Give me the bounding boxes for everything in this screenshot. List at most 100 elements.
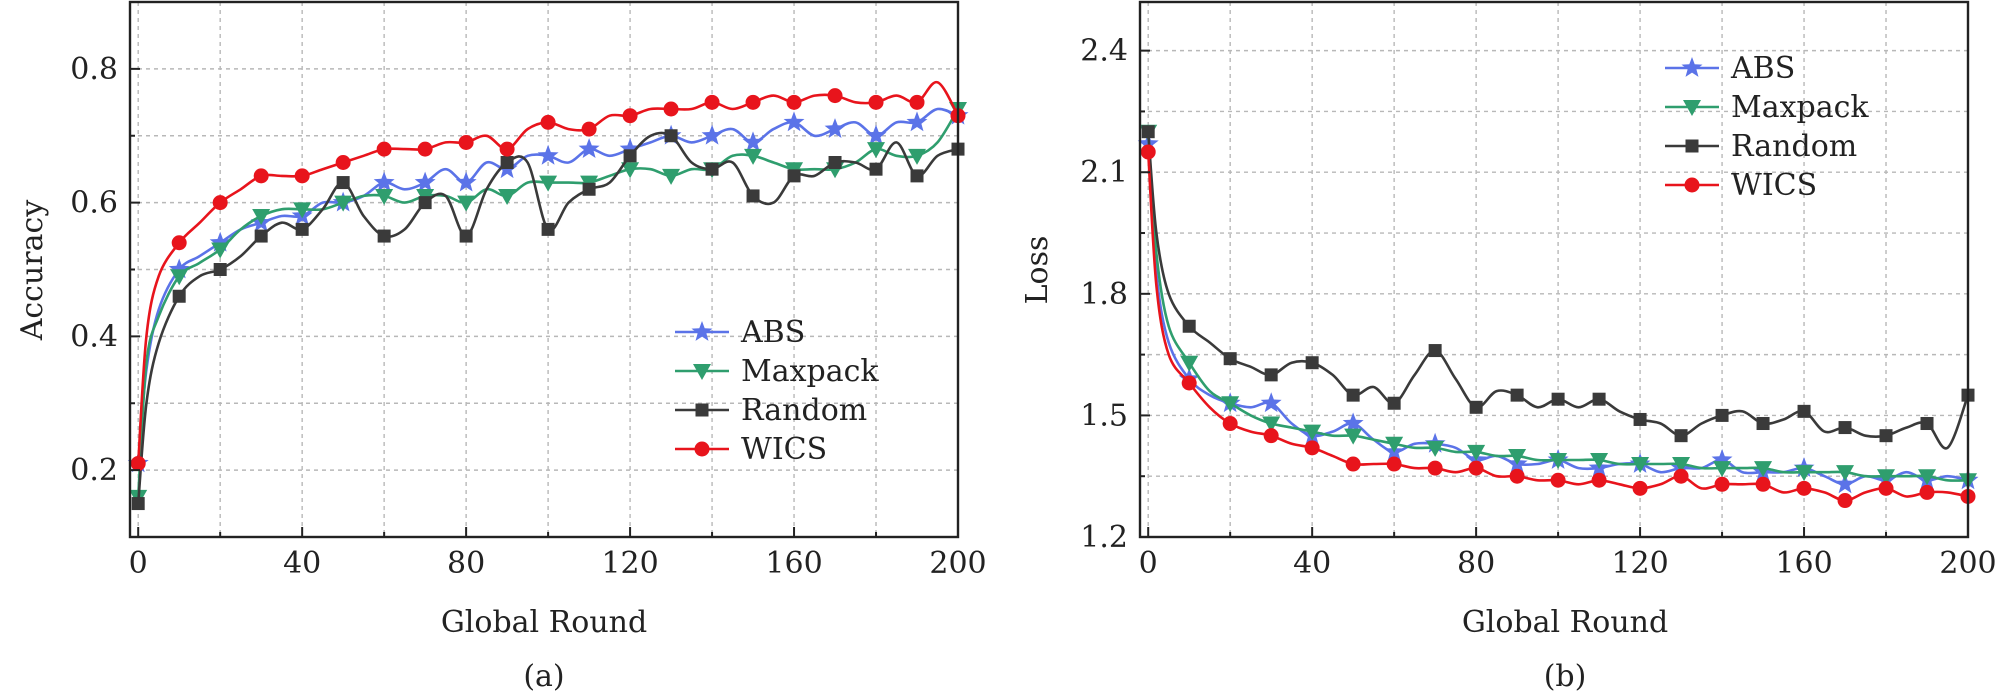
loss-random-point xyxy=(1551,392,1565,406)
loss-maxpack-point xyxy=(1344,428,1363,445)
accuracy-abs-point xyxy=(865,124,887,145)
accuracy-abs-point xyxy=(373,171,395,192)
accuracy-random-point xyxy=(664,129,678,143)
accuracy-random-point xyxy=(828,156,842,169)
legend-marker-maxpack xyxy=(1683,100,1701,116)
legend-item-maxpack: Maxpack xyxy=(675,354,879,389)
loss-wics-point xyxy=(1878,480,1894,496)
accuracy-wics-point xyxy=(376,141,392,157)
x-tick-label: 160 xyxy=(765,546,822,581)
accuracy-random-point xyxy=(541,222,555,236)
accuracy-abs-point xyxy=(209,231,231,252)
accuracy-maxpack-point xyxy=(334,195,353,212)
accuracy-abs-point xyxy=(168,258,190,279)
accuracy-series-random xyxy=(131,129,965,511)
loss-wics-point xyxy=(1386,456,1402,472)
y-tick-label: 0.4 xyxy=(70,319,118,354)
accuracy-wics-point xyxy=(130,455,146,471)
loss-wics-point xyxy=(1509,468,1525,484)
accuracy-wics-line xyxy=(136,80,958,464)
loss-random-point xyxy=(1346,388,1360,402)
legend-label-random: Random xyxy=(741,393,867,428)
x-tick-label: 120 xyxy=(1611,546,1668,581)
loss-wics-point xyxy=(1427,460,1443,476)
y-tick-label: 2.4 xyxy=(1080,34,1128,69)
accuracy-legend: ABS Maxpack Random WICS xyxy=(675,315,879,467)
accuracy-abs-point xyxy=(824,118,846,138)
loss-random-point xyxy=(1387,396,1401,410)
loss-random-point xyxy=(1592,392,1606,406)
loss-series-random xyxy=(1141,125,1975,450)
loss-maxpack-point xyxy=(1795,465,1814,482)
accuracy-wics-point xyxy=(499,141,515,157)
accuracy-abs-point xyxy=(537,144,559,165)
loss-wics-point xyxy=(1550,472,1566,488)
accuracy-abs-point xyxy=(701,124,723,145)
loss-wics-point xyxy=(1591,472,1607,488)
loss-random-point xyxy=(1264,368,1278,382)
accuracy-random-point xyxy=(213,263,227,276)
accuracy-gridlines xyxy=(130,2,958,537)
accuracy-maxpack-point xyxy=(375,188,394,205)
loss-maxpack-point xyxy=(1549,452,1568,469)
accuracy-abs-point xyxy=(414,171,436,192)
accuracy-random-point xyxy=(623,149,637,163)
legend-item-wics: WICS xyxy=(1665,168,1817,203)
loss-random-point xyxy=(1223,352,1237,366)
loss-y-axis-title: Loss xyxy=(1020,236,1055,305)
loss-plot-frame xyxy=(1138,0,1970,539)
legend-label-wics: WICS xyxy=(741,432,827,467)
accuracy-random-point xyxy=(787,169,801,183)
loss-random-point xyxy=(1920,417,1934,431)
accuracy-panel-caption: (a) xyxy=(523,659,564,693)
accuracy-maxpack-point xyxy=(621,162,640,179)
loss-wics-point xyxy=(1140,144,1156,160)
accuracy-maxpack-point xyxy=(211,242,230,259)
accuracy-wics-point xyxy=(253,168,269,184)
loss-random-point xyxy=(1838,421,1852,435)
loss-wics-point xyxy=(1755,476,1771,492)
y-tick-label: 1.2 xyxy=(1080,520,1128,555)
accuracy-maxpack-point xyxy=(170,269,189,286)
accuracy-wics-point xyxy=(827,88,843,104)
accuracy-random-point xyxy=(746,189,760,203)
legend-label-abs: ABS xyxy=(1730,51,1795,86)
accuracy-random-point xyxy=(336,176,350,190)
y-tick-label: 0.2 xyxy=(70,453,118,488)
loss-random-point xyxy=(1756,417,1770,431)
accuracy-wics-point xyxy=(294,168,310,184)
loss-wics-point xyxy=(1345,456,1361,472)
accuracy-abs-point xyxy=(455,171,477,192)
loss-wics-line xyxy=(1146,151,1968,502)
x-tick-label: 120 xyxy=(601,546,658,581)
legend-label-abs: ABS xyxy=(740,315,805,350)
accuracy-axis-ticks: 0 40 80 120 160 200 0.2 0.4 0.6 0.8 xyxy=(70,1,987,581)
x-tick-label: 40 xyxy=(283,546,321,581)
accuracy-maxpack-point xyxy=(457,195,476,212)
loss-random-point xyxy=(1469,400,1483,414)
loss-wics-point xyxy=(1632,480,1648,496)
accuracy-abs-line xyxy=(136,107,958,464)
loss-x-axis-title: Global Round xyxy=(1462,605,1668,640)
accuracy-random-point xyxy=(295,222,309,236)
accuracy-maxpack-point xyxy=(662,168,681,185)
x-tick-label: 0 xyxy=(1139,546,1158,581)
accuracy-series xyxy=(127,80,969,511)
loss-maxpack-point xyxy=(1385,436,1404,453)
loss-maxpack-line xyxy=(1146,131,1968,482)
x-tick-label: 80 xyxy=(1457,546,1495,581)
legend-marker-abs xyxy=(1681,57,1703,77)
legend-item-abs: ABS xyxy=(1665,51,1795,86)
loss-maxpack-point xyxy=(1631,457,1650,474)
legend-marker-maxpack xyxy=(693,364,711,380)
accuracy-random-point xyxy=(582,182,596,196)
legend-marker-random xyxy=(1685,139,1699,153)
legend-item-random: Random xyxy=(675,393,867,428)
loss-random-point xyxy=(1633,412,1647,426)
accuracy-maxpack-point xyxy=(252,209,271,225)
loss-abs-line xyxy=(1146,143,1968,486)
y-tick-label: 1.5 xyxy=(1080,398,1128,433)
accuracy-wics-point xyxy=(171,235,187,251)
legend-item-wics: WICS xyxy=(675,432,827,467)
